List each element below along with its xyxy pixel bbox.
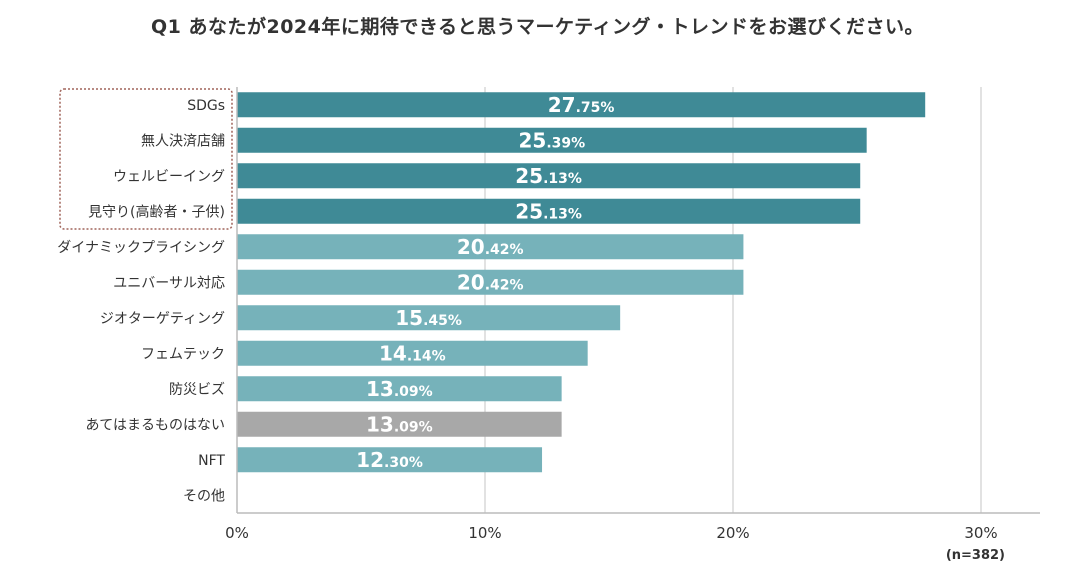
bar [237,127,867,153]
bar [237,340,588,366]
value-label: 25.13% [515,164,582,188]
category-label: ユニバーサル対応 [113,275,225,291]
category-label: ダイナミックプライシング [57,240,225,256]
bar [237,305,621,331]
bar [237,269,744,295]
highlight-box [59,88,233,230]
value-label: 20.42% [457,270,524,294]
bar [237,198,861,224]
category-label: 無人決済店舗 [141,133,225,149]
category-label: フェムテック [141,346,225,362]
category-label: 見守り(高齢者・子供) [88,203,225,220]
category-label: 防災ビズ [169,382,225,398]
bar [237,234,744,260]
value-label: 15.45% [395,306,462,330]
category-label: NFT [198,453,225,469]
category-label: その他 [183,488,225,504]
bar [237,411,562,437]
bars [237,92,926,473]
x-tick-label: 30% [964,524,997,542]
value-label: 14.14% [379,341,446,365]
bar [237,163,861,189]
value-label: 13.09% [366,377,433,401]
bar [237,92,926,118]
x-axis-ticks: 0% 10% 20% 30% [225,524,998,542]
bar [237,447,543,473]
value-labels: 27.75% 25.39% 25.13% 25.13% 20.42% 20.42% 15.4… [356,93,614,472]
bar [237,376,562,402]
value-label: 20.42% [457,235,524,259]
category-label: ジオターゲティング [100,311,225,327]
chart-title: Q1 あなたが2024年に期待できると思うマーケティング・トレンドをお選びくださ… [151,16,924,38]
category-label: SDGs [187,98,225,114]
value-label: 12.30% [356,448,423,472]
value-label: 25.39% [519,128,586,152]
x-tick-label: 10% [468,524,501,542]
x-tick-label: 20% [716,524,749,542]
x-tick-label: 0% [225,524,249,542]
category-label: ウェルビーイング [113,169,225,185]
gridlines [484,87,982,513]
value-label: 27.75% [548,93,615,117]
value-label: 25.13% [515,199,582,223]
category-label: あてはまるものはない [86,417,225,433]
sample-size-note: (n=382) [945,548,1005,563]
value-label: 13.09% [366,412,433,436]
